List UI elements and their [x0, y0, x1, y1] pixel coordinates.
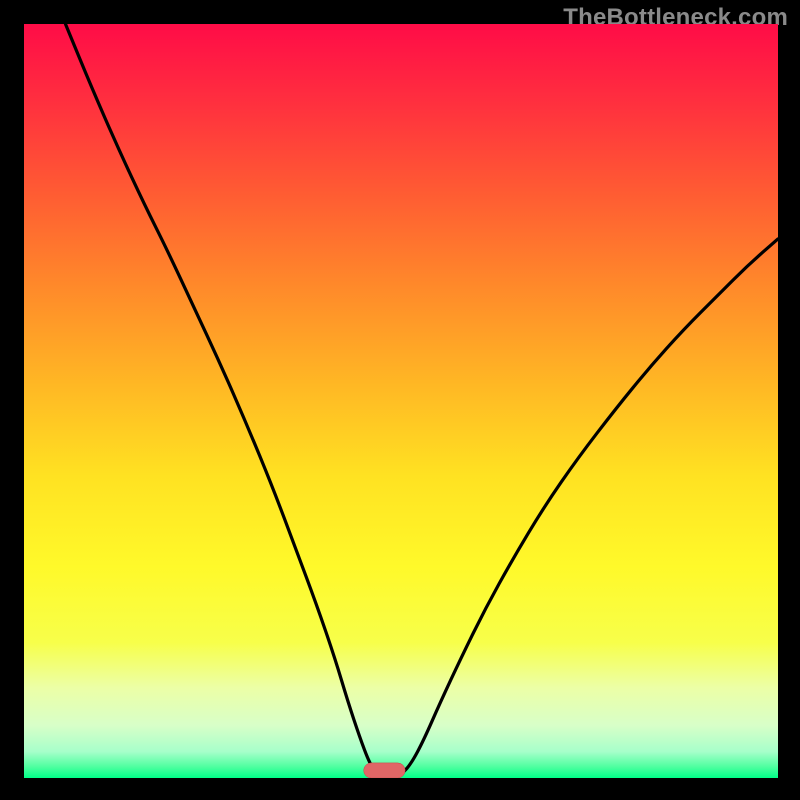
- optimal-point-marker: [364, 763, 405, 778]
- chart-container: TheBottleneck.com: [0, 0, 800, 800]
- bottleneck-curve-chart: [24, 24, 778, 778]
- gradient-background: [24, 24, 778, 778]
- plot-area: [24, 24, 778, 778]
